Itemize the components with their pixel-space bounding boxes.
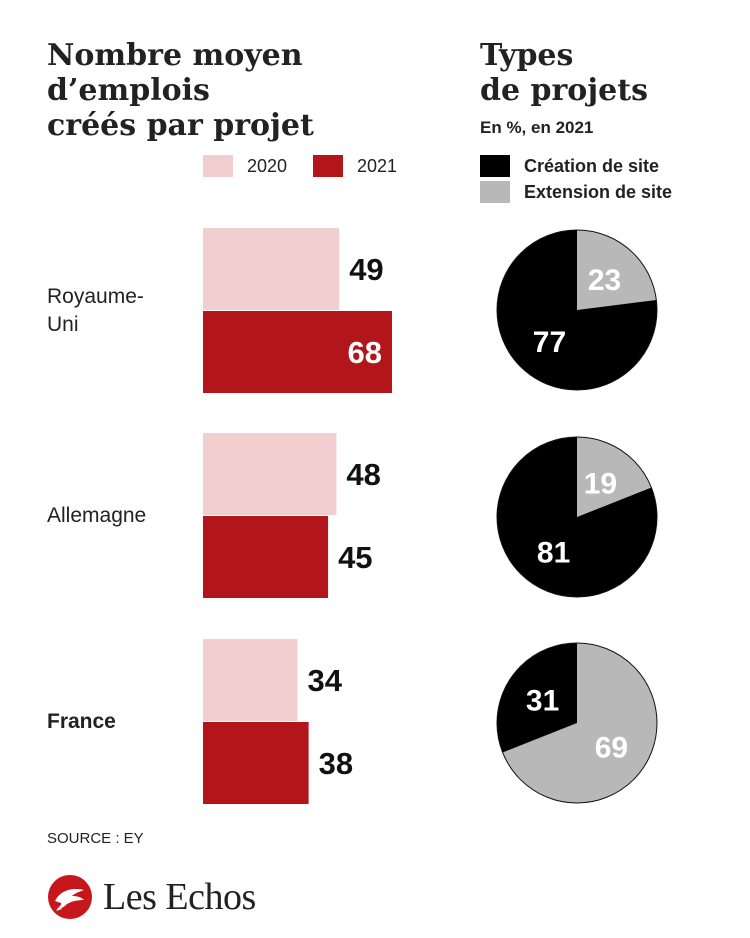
pie-outline-royaume-uni: [496, 229, 658, 391]
pie-value-royaume-uni-cr-ation-de-site: 77: [533, 326, 566, 359]
legend-swatch-2020: [203, 155, 233, 177]
pie-chart-title: Types de projets: [480, 38, 648, 108]
legend-swatch-creation: [480, 155, 510, 177]
pie-outline-france: [496, 642, 658, 804]
pie-slice-france-extension-de-site: [502, 643, 658, 804]
bar-allemagne-2020: [203, 433, 337, 515]
les-echos-logo-icon: [48, 875, 92, 919]
brand-name: Les Echos: [103, 876, 256, 918]
bar-royaume-uni-2021: [203, 311, 392, 393]
pie-value-allemagne-extension-de-site: 19: [584, 468, 617, 501]
category-label-allemagne: Allemagne: [47, 504, 146, 527]
bar-value-allemagne-2021: 45: [338, 540, 372, 575]
bar-value-france-2020: 34: [308, 663, 343, 698]
bar-allemagne-2021: [203, 516, 329, 598]
legend-swatch-2021: [313, 155, 343, 177]
legend-label-2021: 2021: [357, 155, 398, 176]
legend-extension: Extension de site: [480, 181, 672, 203]
category-label-royaume-uni: Royaume-: [47, 285, 144, 308]
legend-label-extension: Extension de site: [524, 181, 673, 202]
pie-value-royaume-uni-extension-de-site: 23: [588, 264, 621, 297]
brand: Les Echos: [47, 873, 256, 921]
legend-label-2020: 2020: [247, 155, 288, 176]
bar-value-royaume-uni-2020: 49: [349, 252, 383, 287]
pie-chart-subtitle: En %, en 2021: [480, 118, 594, 137]
pie-value-france-extension-de-site: 69: [595, 731, 628, 764]
bar-france-2020: [203, 639, 298, 721]
bar-value-france-2021: 38: [319, 746, 353, 781]
legend-label-creation: Création de site: [524, 155, 660, 176]
legend-swatch-extension: [480, 181, 510, 203]
legend-2021: 2021: [313, 155, 397, 177]
bar-royaume-uni-2020: [203, 228, 340, 310]
pie-slice-allemagne-cr-ation-de-site: [497, 437, 657, 597]
charts-canvas: Royaume- Uni 49 68 Allemagne 48 45 France 34 38 23…: [47, 228, 658, 804]
source-note: SOURCE : EY: [47, 830, 144, 847]
pie-slice-royaume-uni-extension-de-site: [577, 230, 657, 310]
pie-outline-allemagne: [496, 436, 658, 598]
bar-chart-title: Nombre moyen d’emplois créés par projet: [47, 38, 314, 143]
pie-slice-allemagne-extension-de-site: [577, 437, 652, 517]
category-label-france: France: [47, 710, 116, 733]
bar-value-allemagne-2020: 48: [346, 457, 380, 492]
legend-2020: 2020: [203, 155, 287, 177]
bar-france-2021: [203, 722, 309, 804]
pie-value-france-cr-ation-de-site: 31: [526, 685, 559, 718]
legend-creation: Création de site: [480, 155, 659, 177]
pie-slice-royaume-uni-cr-ation-de-site: [497, 230, 657, 390]
category-label-royaume-uni: Uni: [47, 313, 79, 336]
pie-value-allemagne-cr-ation-de-site: 81: [537, 536, 570, 569]
bar-value-royaume-uni-2021: 68: [348, 335, 382, 370]
